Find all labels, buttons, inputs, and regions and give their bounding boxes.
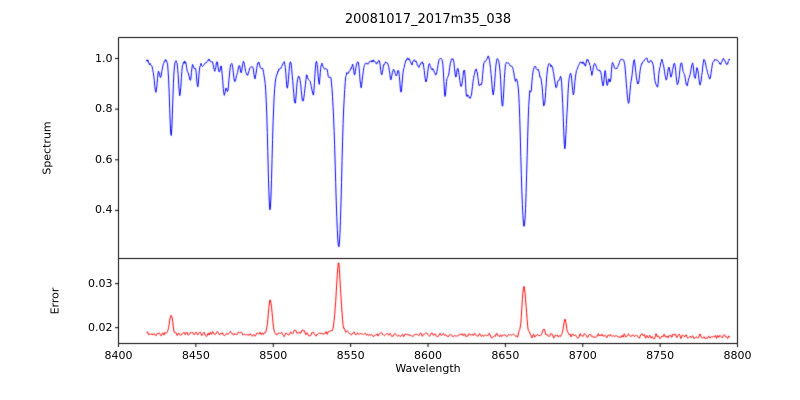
x-tick-label: 8650 bbox=[491, 348, 520, 362]
y-axis-label-spectrum: Spectrum bbox=[40, 121, 54, 175]
x-tick-label: 8450 bbox=[181, 348, 210, 362]
x-axis-label: Wavelength bbox=[395, 362, 461, 375]
x-tick-label: 8700 bbox=[568, 348, 597, 362]
x-tick-label: 8500 bbox=[259, 348, 288, 362]
x-tick-label: 8400 bbox=[104, 348, 133, 362]
x-tick-label: 8800 bbox=[723, 348, 752, 362]
y-tick-label-spectrum: 1.0 bbox=[95, 51, 113, 65]
y-tick-label-error: 0.02 bbox=[88, 320, 113, 334]
y-tick-label-spectrum: 0.6 bbox=[95, 152, 113, 166]
y-tick-label-spectrum: 0.8 bbox=[95, 102, 113, 116]
y-axis-label-error: Error bbox=[48, 287, 62, 315]
y-tick-label-spectrum: 0.4 bbox=[95, 203, 113, 217]
x-tick-label: 8600 bbox=[414, 348, 442, 362]
chart-title: 20081017_2017m35_038 bbox=[344, 12, 512, 27]
y-tick-label-error: 0.03 bbox=[88, 276, 113, 290]
x-tick-label: 8550 bbox=[336, 348, 365, 362]
x-tick-label: 8750 bbox=[646, 348, 675, 362]
